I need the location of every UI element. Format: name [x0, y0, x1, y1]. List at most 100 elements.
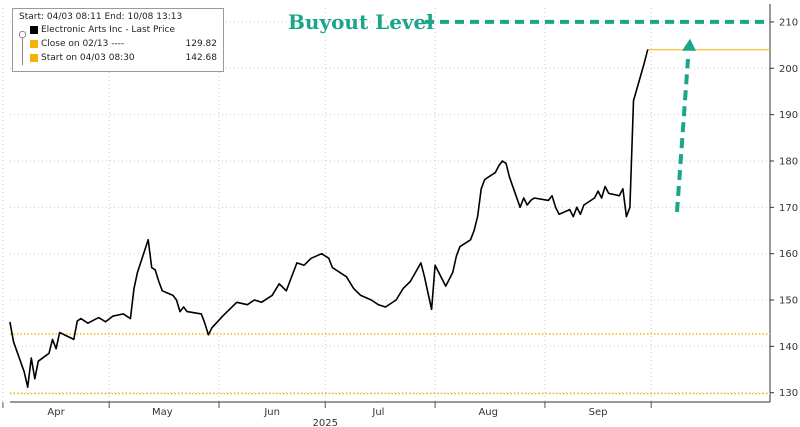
legend-swatch-start: [30, 54, 38, 62]
price-point-22: [147, 239, 149, 241]
price-point-89: [569, 209, 571, 211]
price-point-12: [76, 320, 78, 322]
price-point-60: [420, 262, 422, 264]
price-point-103: [632, 100, 635, 102]
y-tick-label-140: 140: [779, 342, 798, 353]
price-point-96: [601, 197, 603, 199]
price-point-46: [303, 264, 305, 266]
price-point-68: [455, 255, 457, 257]
price-point-3: [27, 386, 29, 388]
price-point-71: [473, 229, 475, 232]
x-tick-label-may: May: [152, 407, 173, 418]
price-point-55: [377, 304, 380, 306]
price-point-69: [459, 246, 461, 248]
x-tick-label-jun: Jun: [263, 407, 280, 418]
price-point-52: [353, 287, 355, 290]
price-point-85: [547, 199, 550, 201]
legend-swatch-price: [30, 26, 38, 34]
price-point-74: [484, 178, 486, 181]
price-point-79: [508, 176, 511, 178]
price-point-100: [622, 188, 624, 190]
price-point-59: [409, 280, 411, 283]
legend-value-start: 142.68: [185, 53, 218, 63]
price-point-92: [579, 213, 581, 215]
y-tick-label-180: 180: [779, 156, 798, 167]
y-tick-label-160: 160: [779, 249, 798, 260]
price-point-4: [30, 357, 32, 359]
price-point-72: [477, 215, 479, 218]
price-point-1: [12, 341, 15, 343]
price-point-82: [526, 204, 528, 206]
price-point-87: [554, 206, 557, 208]
price-point-39: [246, 304, 248, 306]
y-tick-label-150: 150: [779, 296, 798, 307]
price-point-44: [285, 290, 287, 292]
price-point-6: [37, 360, 39, 362]
price-point-43: [278, 283, 280, 285]
price-point-34: [207, 334, 209, 336]
price-point-63: [430, 308, 433, 310]
price-point-62: [427, 292, 429, 294]
legend-value-close: 129.82: [185, 39, 218, 49]
price-point-99: [618, 195, 620, 197]
price-point-53: [360, 294, 362, 296]
price-point-88: [558, 213, 560, 215]
legend-item-close: Close on 02/13 ---- 129.82: [13, 38, 223, 50]
price-point-24: [154, 269, 156, 271]
x-tick-label-apr: Apr: [47, 407, 65, 418]
price-point-94: [593, 197, 596, 199]
legend-item-price: Electronic Arts Inc - Last Price: [13, 24, 223, 36]
price-point-84: [533, 197, 535, 199]
price-point-17: [112, 315, 114, 317]
price-point-40: [253, 299, 256, 301]
legend-swatch-close: [30, 40, 38, 48]
price-series-line: [9, 49, 649, 389]
price-point-9: [55, 348, 57, 350]
buyout-annotation: Buyout Level: [288, 10, 434, 34]
price-point-49: [328, 257, 330, 259]
buyout-arrow-head-icon: [682, 38, 696, 51]
price-point-28: [175, 299, 178, 301]
price-point-15: [97, 317, 100, 319]
price-point-102: [629, 206, 631, 208]
legend-tree-line: [22, 37, 23, 65]
price-point-19: [129, 317, 132, 320]
price-point-20: [133, 287, 135, 290]
price-point-75: [494, 171, 496, 174]
price-point-41: [260, 301, 263, 303]
price-point-37: [229, 308, 231, 310]
price-point-47: [310, 257, 312, 259]
price-point-42: [271, 294, 273, 296]
legend-label-close: Close on 02/13 ----: [41, 39, 125, 49]
legend-label-start: Start on 04/03 08:30: [41, 53, 135, 63]
price-point-31: [186, 311, 188, 313]
legend-header: Start: 04/03 08:11 End: 10/08 13:13: [19, 12, 183, 22]
price-point-93: [583, 204, 585, 206]
price-point-90: [572, 215, 574, 218]
price-point-83: [530, 199, 532, 201]
buyout-arrow-shaft: [675, 58, 690, 213]
price-point-76: [498, 165, 500, 167]
price-point-50: [331, 266, 333, 269]
x-tick-label-sep: Sep: [589, 407, 608, 418]
price-point-65: [445, 285, 447, 287]
legend-label-price: Electronic Arts Inc - Last Price: [41, 25, 175, 35]
y-tick-label-170: 170: [779, 203, 798, 214]
price-point-48: [321, 253, 323, 255]
x-tick-label-aug: Aug: [478, 407, 498, 418]
y-tick-label-200: 200: [779, 64, 798, 75]
price-point-81: [523, 197, 525, 199]
y-tick-label-190: 190: [779, 110, 798, 121]
price-point-5: [34, 378, 36, 380]
y-tick-label-130: 130: [779, 388, 798, 399]
price-point-57: [395, 299, 397, 301]
y-tick-label-210: 210: [779, 17, 798, 28]
price-point-23: [151, 266, 153, 269]
price-point-64: [434, 264, 436, 266]
price-point-11: [73, 338, 75, 341]
price-point-54: [370, 299, 372, 301]
price-point-10: [58, 331, 61, 334]
price-point-97: [604, 185, 606, 188]
price-point-58: [402, 287, 404, 290]
